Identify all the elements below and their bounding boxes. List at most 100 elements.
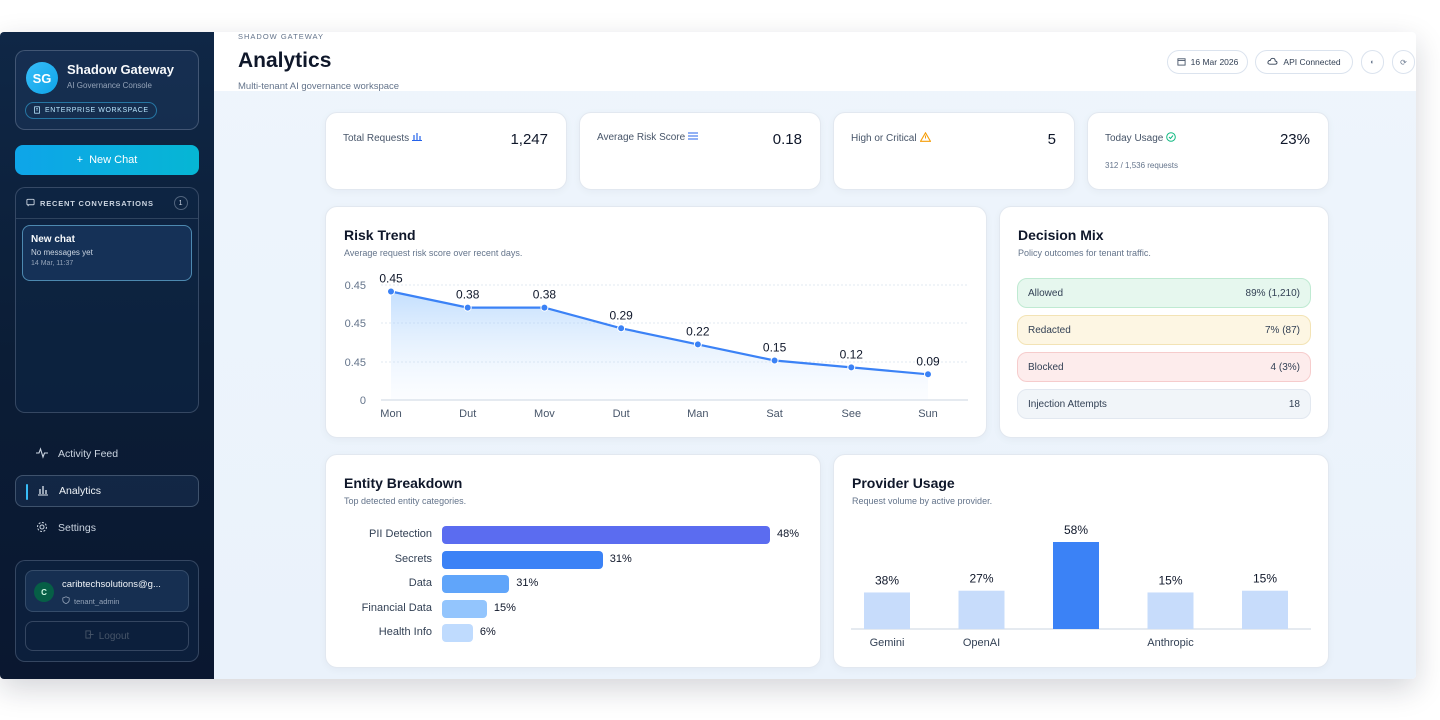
nav-label: Activity Feed bbox=[58, 448, 119, 460]
workspace-badge: ENTERPRISE WORKSPACE bbox=[25, 102, 157, 119]
brand-subtitle: AI Governance Console bbox=[67, 81, 152, 90]
stat-label: Total Requests bbox=[343, 132, 423, 144]
entity-label: Health Info bbox=[378, 626, 432, 638]
decision-value: 7% (87) bbox=[1264, 324, 1300, 336]
risk-point[interactable] bbox=[540, 303, 549, 312]
bar-chart-icon bbox=[37, 484, 49, 499]
entity-value: 6% bbox=[479, 626, 496, 638]
entity-value: 48% bbox=[777, 528, 800, 540]
card-subtitle: Policy outcomes for tenant traffic. bbox=[1018, 248, 1151, 258]
risk-data-label: 0.29 bbox=[609, 308, 633, 322]
list-icon bbox=[688, 132, 699, 143]
stat-card-average-risk: Average Risk Score 0.18 bbox=[579, 112, 821, 190]
recent-conversations-title: RECENT CONVERSATIONS bbox=[40, 198, 154, 208]
card-title: Entity Breakdown bbox=[344, 475, 463, 491]
decision-value: 89% (1,210) bbox=[1245, 287, 1300, 299]
stat-label: High or Critical bbox=[851, 131, 932, 145]
user-card[interactable]: C caribtechsolutions@g... tenant_admin bbox=[25, 570, 189, 612]
entity-bar[interactable] bbox=[442, 599, 487, 618]
provider-bar[interactable] bbox=[1147, 592, 1194, 629]
entity-label: PII Detection bbox=[369, 528, 432, 540]
risk-data-label: 0.12 bbox=[840, 347, 864, 361]
new-chat-button[interactable]: + New Chat bbox=[15, 145, 199, 175]
provider-data-label: 27% bbox=[969, 572, 993, 586]
nav-item-activity-feed[interactable]: Activity Feed bbox=[15, 438, 199, 470]
card-title: Provider Usage bbox=[852, 475, 955, 491]
nav-item-settings[interactable]: Settings bbox=[15, 512, 199, 544]
y-tick-label: 0.45 bbox=[345, 357, 366, 369]
decision-row-redacted: Redacted 7% (87) bbox=[1017, 315, 1311, 345]
cloud-icon bbox=[1267, 57, 1278, 68]
workspace-badge-label: ENTERPRISE WORKSPACE bbox=[45, 107, 149, 114]
risk-point[interactable] bbox=[924, 370, 932, 379]
decision-value: 4 (3%) bbox=[1270, 361, 1300, 373]
entity-value: 31% bbox=[609, 552, 632, 565]
card-subtitle: Average request risk score over recent d… bbox=[344, 248, 523, 258]
x-tick-label: Dut bbox=[613, 408, 630, 420]
x-tick-label: Mov bbox=[534, 408, 555, 420]
entity-bar[interactable] bbox=[442, 624, 473, 642]
card-title: Decision Mix bbox=[1018, 227, 1104, 243]
decision-label: Redacted bbox=[1028, 324, 1071, 336]
refresh-button[interactable]: ⟳ bbox=[1392, 50, 1415, 74]
entity-bar[interactable] bbox=[442, 526, 770, 544]
entity-bar[interactable] bbox=[442, 575, 510, 593]
conversation-count-badge: 1 bbox=[174, 196, 188, 210]
risk-point[interactable] bbox=[847, 363, 856, 372]
x-tick-label: See bbox=[841, 408, 861, 420]
date-label: 16 Mar 2026 bbox=[1190, 57, 1239, 67]
nav-label: Analytics bbox=[59, 485, 102, 497]
risk-point[interactable] bbox=[387, 287, 395, 296]
risk-trend-chart: 0.45 0.45 0.45 0 0.45 Mon 0.38 Dut 0.38 Mov 0.29 Du… bbox=[345, 272, 968, 420]
stat-value: 0.18 bbox=[772, 131, 802, 148]
card-subtitle: Top detected entity categories. bbox=[344, 496, 467, 506]
nav-item-analytics[interactable]: Analytics bbox=[15, 475, 199, 507]
conversation-preview: No messages yet bbox=[31, 248, 93, 257]
risk-point[interactable] bbox=[693, 340, 702, 349]
risk-point[interactable] bbox=[617, 324, 626, 333]
conversation-date: 14 Mar, 11:37 bbox=[31, 260, 74, 267]
entity-label: Data bbox=[408, 577, 432, 589]
x-tick-label: Sat bbox=[766, 408, 783, 420]
risk-area bbox=[391, 291, 928, 400]
building-icon bbox=[33, 105, 41, 116]
stat-card-total-requests: Total Requests 1,247 bbox=[325, 112, 567, 190]
provider-bar[interactable] bbox=[1242, 590, 1288, 629]
provider-data-label: 58% bbox=[1064, 523, 1088, 537]
entity-bar[interactable] bbox=[442, 550, 603, 569]
shield-icon bbox=[62, 596, 70, 606]
sidebar: SG Shadow Gateway AI Governance Console … bbox=[0, 32, 214, 679]
provider-label: OpenAI bbox=[963, 637, 1000, 649]
decision-row-injection-attempts: Injection Attempts 18 bbox=[1017, 389, 1311, 419]
provider-bar[interactable] bbox=[1053, 542, 1099, 629]
stat-value: 23% bbox=[1279, 131, 1310, 148]
theme-toggle-button[interactable]: ◐ bbox=[1361, 50, 1384, 74]
chat-bubble-icon bbox=[26, 198, 35, 209]
risk-data-label: 0.15 bbox=[763, 341, 787, 355]
decision-label: Injection Attempts bbox=[1028, 398, 1107, 410]
provider-bar[interactable] bbox=[958, 590, 1005, 629]
provider-bar[interactable] bbox=[864, 592, 910, 629]
conversation-item[interactable]: New chat No messages yet 14 Mar, 11:37 bbox=[22, 225, 192, 281]
bar-chart-icon bbox=[412, 132, 423, 144]
risk-data-label: 0.45 bbox=[379, 272, 403, 286]
stat-note: 312 / 1,536 requests bbox=[1105, 161, 1178, 170]
logout-button[interactable]: Logout bbox=[25, 621, 189, 651]
calendar-icon bbox=[1177, 57, 1186, 68]
provider-data-label: 38% bbox=[875, 573, 899, 587]
brand-title: Shadow Gateway bbox=[67, 62, 174, 77]
y-tick-label: 0 bbox=[360, 395, 366, 407]
risk-point[interactable] bbox=[770, 356, 779, 365]
x-tick-label: Sun bbox=[918, 408, 938, 420]
user-panel: C caribtechsolutions@g... tenant_admin L… bbox=[15, 560, 199, 662]
api-status-label: API Connected bbox=[1283, 57, 1341, 67]
provider-data-label: 15% bbox=[1158, 573, 1182, 587]
x-tick-label: Dut bbox=[459, 408, 476, 420]
avatar: C bbox=[34, 582, 54, 602]
refresh-icon: ⟳ bbox=[1400, 57, 1407, 67]
date-pill[interactable]: 16 Mar 2026 bbox=[1167, 50, 1248, 74]
y-tick-label: 0.45 bbox=[345, 318, 366, 330]
api-status-pill[interactable]: API Connected bbox=[1255, 50, 1353, 74]
entity-breakdown-card: Entity Breakdown Top detected entity cat… bbox=[325, 454, 821, 668]
risk-point[interactable] bbox=[463, 303, 472, 312]
